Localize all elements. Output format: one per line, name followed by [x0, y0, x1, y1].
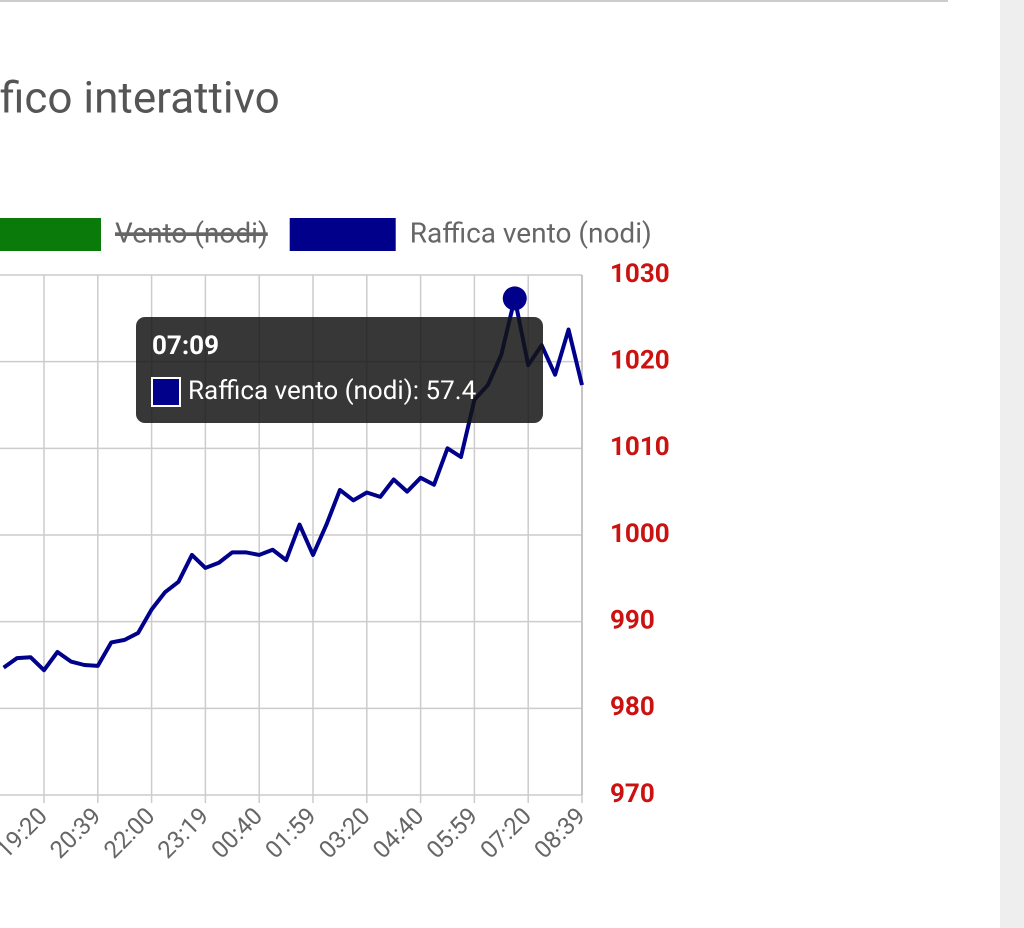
x-tick-label: 07:20: [475, 802, 537, 864]
tooltip: 07:09 Raffica vento (nodi): 57.4: [136, 317, 543, 423]
tooltip-title: 07:09: [152, 331, 219, 361]
x-tick-label: 19:20: [0, 802, 53, 864]
x-tick-label: 00:40: [206, 802, 268, 864]
tooltip-box: [136, 317, 543, 423]
y2-tick-label: 980: [610, 692, 655, 722]
y2-tick-label: 1000: [610, 519, 670, 549]
scrollbar: [1000, 0, 1024, 928]
legend-swatch: [0, 218, 101, 251]
legend-label: Raffica vento (nodi): [410, 216, 652, 249]
hover-point: [502, 286, 527, 311]
tooltip-label: Raffica vento (nodi): 57.4: [188, 376, 477, 406]
y2-tick-label: 1030: [610, 259, 670, 289]
chart-title: fico interattivo: [0, 72, 280, 124]
y2-tick-label: 970: [610, 779, 655, 809]
x-tick-label: 04:40: [367, 802, 429, 864]
y2-tick-label: 1020: [610, 346, 670, 376]
x-tick-label: 20:39: [44, 802, 106, 864]
tooltip-swatch: [151, 377, 181, 407]
y2-tick-label: 990: [610, 606, 655, 636]
y2-tick-label: 1010: [610, 432, 670, 462]
x-tick-label: 08:39: [529, 802, 591, 864]
x-tick-label: 23:19: [152, 802, 214, 864]
legend-swatch: [289, 218, 396, 251]
x-tick-label: 01:59: [260, 802, 322, 864]
legend-label: Vento (nodi): [115, 216, 268, 249]
x-tick-label: 05:59: [421, 802, 483, 864]
x-tick-label: 03:20: [313, 802, 375, 864]
x-tick-label: 22:00: [98, 802, 160, 864]
